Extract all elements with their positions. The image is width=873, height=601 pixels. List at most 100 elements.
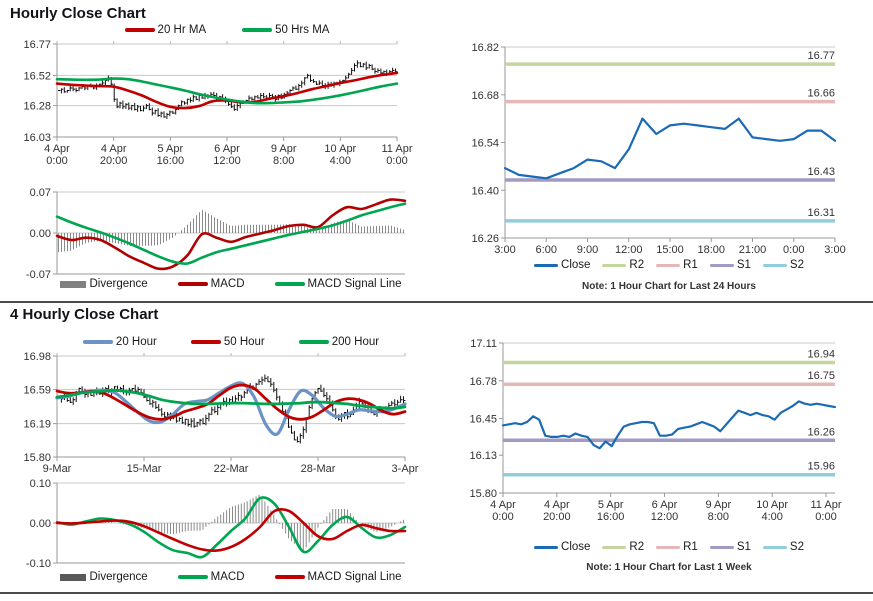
hourly-macd-chart: 0.07 0.00 -0.07 [26, 187, 407, 281]
x-tick-label: 12:00 [651, 511, 679, 523]
legend-label: MACD [210, 571, 245, 583]
x-tick-label: 8:00 [708, 511, 729, 523]
y-tick-label: 15.80 [23, 452, 51, 464]
hourly-macd-legend: Divergence MACD MACD Signal Line [57, 278, 405, 290]
x-tick-label: 3:00 [494, 244, 515, 256]
close-line [503, 117, 837, 180]
legend-item-close: Close [534, 259, 590, 271]
legend-label: R1 [683, 259, 698, 271]
legend-item-r2: R2 [602, 541, 644, 553]
y-tick-label: 16.13 [469, 450, 497, 462]
y-tick-label: 0.00 [30, 228, 51, 240]
x-tick-label: 3-Apr [392, 463, 419, 475]
legend-item-s2: S2 [762, 541, 804, 553]
x-tick-label: 9 Apr [271, 143, 297, 155]
x-tick-label: 28-Mar [301, 463, 336, 475]
legend-item-divergence: Divergence [60, 571, 148, 583]
four-hourly-macd-legend: Divergence MACD MACD Signal Line [57, 571, 405, 583]
y-tick-label: 16.59 [23, 384, 51, 396]
x-tick-label: 0:00 [46, 155, 67, 167]
legend-label: R1 [683, 541, 698, 553]
y-tick-label: -0.10 [26, 558, 51, 570]
legend-item-200-hour: 200 Hour [298, 336, 379, 348]
y-tick-label: 16.19 [23, 419, 51, 431]
hourly-levels-legend: Close R2 R1 S1 S2 [503, 259, 835, 271]
legend-item-20-hr-ma: 20 Hr MA [124, 24, 206, 36]
legend-label: 50 Hour [223, 336, 265, 348]
legend-item-20-hour: 20 Hour [82, 336, 157, 348]
x-tick-label: 21:00 [739, 244, 767, 256]
legend-swatch-s1-icon [709, 545, 734, 549]
legend-swatch-20-hour-icon [82, 340, 113, 344]
legend-item-s1: S1 [709, 259, 751, 271]
legend-label: S2 [789, 259, 804, 271]
legend-label: S1 [736, 259, 751, 271]
close-line [501, 400, 837, 450]
x-tick-label: 20:00 [543, 511, 571, 523]
x-tick-label: 0:00 [783, 244, 804, 256]
x-tick-label: 16:00 [597, 511, 625, 523]
hourly-price-legend: 20 Hr MA 50 Hrs MA [57, 24, 397, 36]
x-tick-label: 4 Apr [44, 143, 70, 155]
legend-swatch-macd-signal-line-icon [274, 575, 305, 579]
x-tick-label: 16:00 [157, 155, 185, 167]
ma-line-20-hour [55, 381, 407, 437]
legend-swatch-s1-icon [709, 263, 734, 267]
legend-label: S1 [736, 541, 751, 553]
y-tick-label: 16.26 [471, 233, 499, 245]
y-tick-label: 15.80 [469, 488, 497, 500]
legend-item-macd-signal-line: MACD Signal Line [274, 278, 402, 290]
legend-label: Close [561, 541, 591, 553]
legend-item-divergence: Divergence [60, 278, 148, 290]
legend-swatch-r1-icon [656, 545, 681, 549]
legend-swatch-close-icon [534, 545, 559, 549]
y-tick-label: 0.07 [30, 187, 51, 199]
x-tick-label: 12:00 [615, 244, 643, 256]
legend-swatch-20-hr-ma-icon [124, 28, 155, 32]
legend-label: Divergence [89, 278, 148, 290]
legend-item-macd-signal-line: MACD Signal Line [274, 571, 402, 583]
legend-item-r1: R1 [656, 541, 698, 553]
four-hourly-chart-title: 4 Hourly Close Chart [10, 306, 159, 323]
hourly-levels-note: Note: 1 Hour Chart for Last 24 Hours [582, 281, 756, 292]
x-tick-label: 15:00 [656, 244, 684, 256]
x-tick-label: 9-Mar [43, 463, 72, 475]
bottom-divider [0, 592, 873, 594]
legend-item-r2: R2 [602, 259, 644, 271]
y-tick-label: 16.78 [469, 376, 497, 388]
x-tick-label: 10 Apr [756, 499, 788, 511]
four-hourly-price-legend: 20 Hour 50 Hour 200 Hour [57, 336, 405, 348]
legend-item-s2: S2 [762, 259, 804, 271]
x-tick-label: 8:00 [273, 155, 294, 167]
x-tick-label: 11 Apr [811, 499, 842, 511]
level-label-s1: 16.43 [807, 166, 835, 178]
x-tick-label: 22-Mar [214, 463, 249, 475]
y-tick-label: 16.40 [471, 185, 499, 197]
legend-item-r1: R1 [656, 259, 698, 271]
legend-label: MACD [210, 278, 245, 290]
x-tick-label: 4 Apr [101, 143, 127, 155]
x-tick-label: 15-Mar [127, 463, 162, 475]
four-price-chart: 16.98 16.59 16.19 15.809-Mar 15-Mar 22-Mar 28-… [23, 351, 418, 475]
y-tick-label: 16.03 [23, 132, 51, 144]
x-tick-label: 6:00 [536, 244, 557, 256]
x-tick-label: 4:00 [330, 155, 351, 167]
x-tick-label: 9 Apr [705, 499, 731, 511]
ma-line-macd [55, 198, 407, 271]
legend-swatch-s2-icon [762, 263, 787, 267]
legend-swatch-close-icon [534, 263, 559, 267]
four-macd-chart: 0.10 0.00 -0.10 [26, 478, 407, 570]
y-tick-label: 17.11 [470, 338, 497, 350]
four-hourly-levels-note: Note: 1 Hour Chart for Last 1 Week [586, 562, 752, 573]
four-hourly-levels-legend: Close R2 R1 S1 S2 [503, 541, 835, 553]
x-tick-label: 18:00 [697, 244, 725, 256]
legend-swatch-200-hour-icon [298, 340, 329, 344]
ma-line-macd-signal-line [55, 202, 407, 265]
legend-swatch-s2-icon [762, 545, 787, 549]
ma-line-50-hour [55, 383, 407, 421]
ma-line-macd-signal-line [55, 507, 407, 553]
y-tick-label: 16.82 [471, 42, 499, 54]
